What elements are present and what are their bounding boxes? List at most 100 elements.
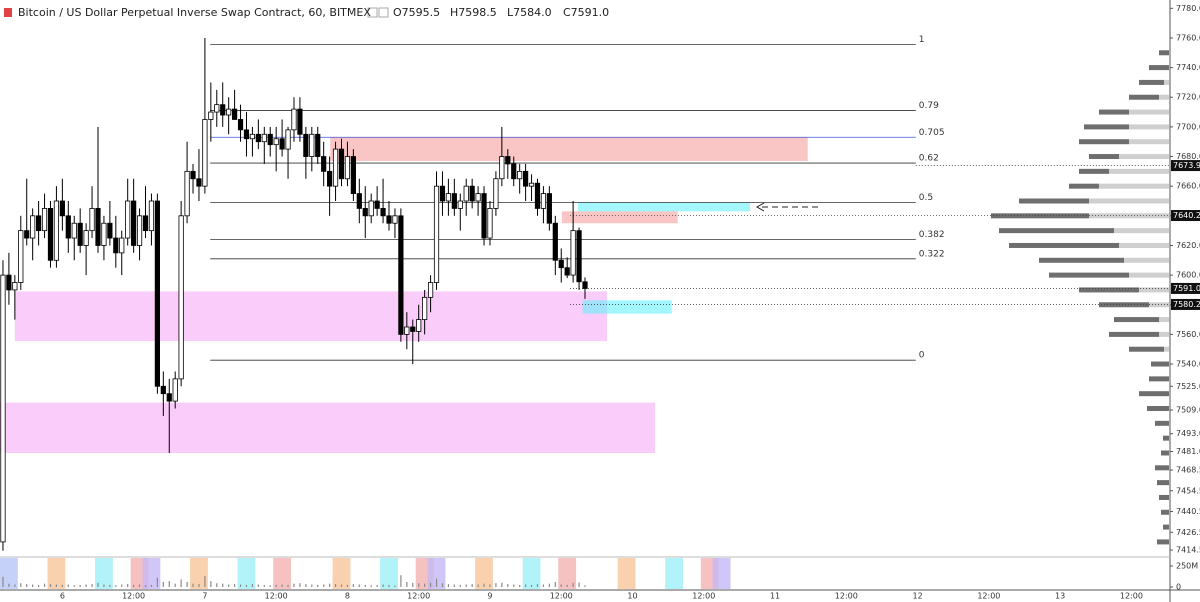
volume-bar	[429, 582, 432, 587]
zone	[561, 211, 678, 224]
ohlc-close: C7591.0	[563, 6, 609, 19]
volume-bar	[43, 583, 46, 587]
profile-light	[1159, 331, 1169, 337]
profile-dark	[1157, 480, 1169, 486]
volume-bar	[400, 575, 402, 587]
profile-dark	[1019, 198, 1089, 204]
candle-body	[255, 133, 261, 143]
candle-body	[30, 215, 36, 239]
candle-body	[119, 237, 125, 254]
candle-body	[410, 326, 416, 332]
arrow	[755, 202, 822, 212]
y-tick-label: 7760.0	[1176, 33, 1200, 42]
volume-bar	[572, 582, 574, 587]
volume-bar	[61, 584, 63, 587]
fib-label: 0.79	[919, 101, 939, 111]
volume-bar	[222, 583, 224, 587]
session-band	[475, 558, 493, 589]
session-band	[190, 558, 208, 589]
volume-bar	[121, 584, 123, 587]
candle-body	[12, 282, 18, 291]
volume-bar	[198, 584, 200, 587]
x-tick-label: 9	[487, 592, 492, 601]
candle-body	[481, 193, 487, 239]
volume-bar	[542, 584, 545, 587]
candle-body	[398, 215, 404, 335]
profile-dark	[1163, 524, 1169, 530]
volume-bar	[67, 584, 69, 587]
profile-light	[1129, 272, 1169, 278]
x-tick-label: 7	[202, 592, 207, 601]
y-tick-label: 7700.0	[1176, 122, 1200, 131]
volume-bar	[334, 584, 337, 587]
fib-label: 0.322	[919, 249, 945, 259]
y-tick-label: 7560.0	[1176, 330, 1200, 339]
volume-bar	[287, 584, 289, 587]
volume-bar	[115, 585, 117, 587]
candle-body	[47, 208, 54, 261]
x-tick-label: 6	[60, 592, 65, 601]
volume-bar	[281, 584, 283, 587]
x-tick-label: 12:00	[692, 592, 715, 601]
profile-light	[1159, 317, 1169, 323]
price-tag-label: 7580.2	[1173, 300, 1200, 309]
volume-bar	[519, 584, 521, 587]
volume-bar	[192, 583, 194, 587]
candle-body	[546, 193, 552, 224]
volume-bar	[103, 584, 105, 587]
candle-body	[160, 385, 166, 395]
volume-bar	[501, 582, 503, 587]
fib-label: 0.705	[919, 128, 945, 138]
ohlc-open: O7595.5	[393, 6, 440, 19]
volume-bar	[412, 582, 414, 587]
profile-dark	[999, 228, 1114, 234]
volume-bar	[566, 584, 568, 587]
volume-bar	[305, 584, 307, 587]
session-band	[522, 558, 541, 589]
fib-label: 0.62	[919, 154, 939, 164]
candle-body	[208, 111, 214, 120]
volume-bar	[453, 584, 455, 587]
fib-label: 0	[919, 351, 925, 361]
volume-bar	[133, 584, 135, 587]
volume-bar	[186, 581, 188, 587]
candle-body	[582, 281, 588, 289]
price-tag-label: 7640.2	[1173, 211, 1200, 220]
candle-body	[576, 230, 582, 283]
candle-body	[190, 170, 196, 180]
y-tick-label: 7600.0	[1176, 271, 1200, 280]
candle-body	[386, 215, 392, 224]
candle-body	[445, 193, 452, 202]
profile-dark	[1009, 242, 1119, 248]
volume-bar	[311, 584, 313, 587]
session-band	[0, 558, 18, 589]
plot-layer: 1 0.79 0.705 0.62 0.5 0.382 0.322 0 7780.0 7760.0…	[0, 4, 1200, 601]
profile-light	[1164, 346, 1169, 352]
candle-body	[231, 108, 238, 120]
profile-dark	[1129, 94, 1159, 100]
volume-bar	[560, 584, 562, 587]
fib-label: 0.5	[919, 193, 933, 203]
profile-dark	[1079, 168, 1109, 174]
volume-bar	[424, 583, 426, 587]
volume-bar	[352, 584, 354, 587]
candle-body	[95, 208, 101, 246]
candle-body	[505, 156, 511, 165]
candle-body	[433, 185, 440, 283]
candle-body	[267, 133, 273, 146]
profile-dark	[1079, 287, 1139, 293]
price-tag-label: 7673.9	[1173, 161, 1200, 170]
y-tick-label: 7468.5	[1176, 466, 1200, 475]
volume-bar	[32, 584, 34, 587]
profile-dark	[1139, 79, 1164, 85]
candle-body	[422, 296, 428, 320]
profile-dark	[1159, 50, 1169, 56]
y-tick-label: 7481.0	[1176, 447, 1200, 456]
session-band	[47, 558, 66, 589]
x-tick-label: 10	[627, 592, 637, 601]
volume-bar	[299, 583, 301, 587]
volume-bar	[477, 584, 479, 587]
y-tick-label: 7509.0	[1176, 405, 1200, 414]
profile-light	[1164, 79, 1169, 85]
volume-bar	[180, 579, 182, 587]
